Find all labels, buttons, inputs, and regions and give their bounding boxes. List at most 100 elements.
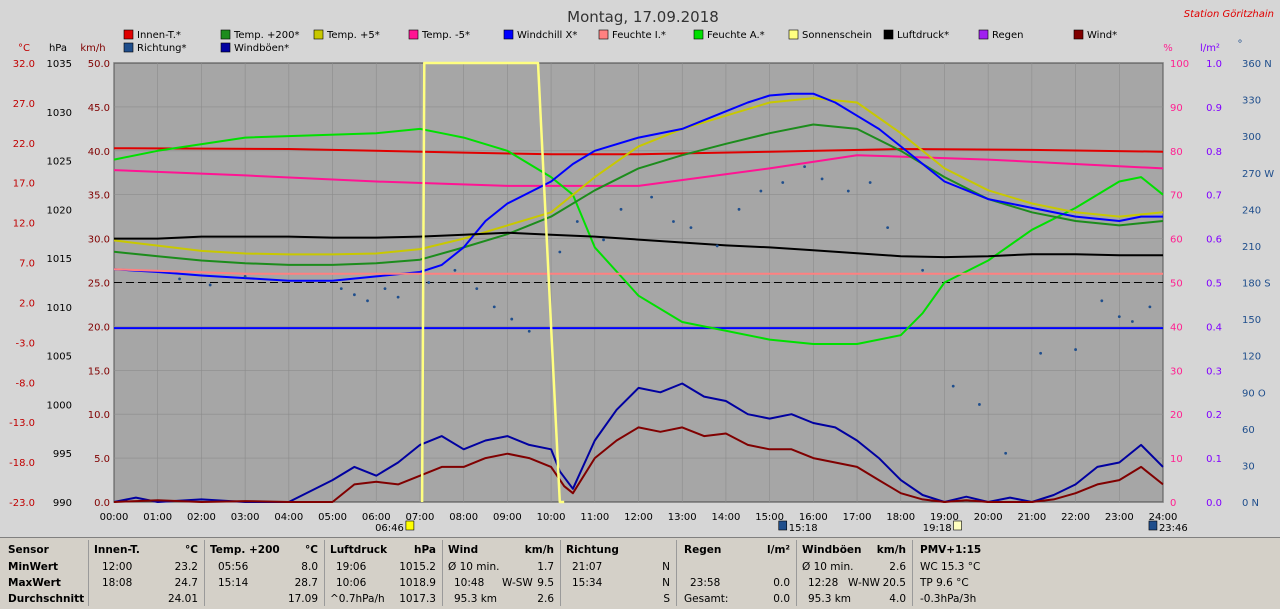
- kmh-tick-label: 45.0: [88, 103, 110, 114]
- kmh-tick-label: 0.0: [94, 498, 110, 509]
- kmh-tick-label: 25.0: [88, 279, 110, 290]
- rain-tick-label: 0.1: [1206, 454, 1222, 465]
- hpa-tick-label: 1035: [47, 59, 72, 70]
- regen-total-value: 0.0: [773, 593, 790, 605]
- series-point-richtung: [475, 287, 479, 290]
- celsius-tick-label: 12.0: [13, 219, 35, 230]
- temp-avg-value: 17.09: [287, 593, 318, 605]
- time-tick-label: 23:00: [1105, 512, 1134, 523]
- row-label-avg: Durchschnitt: [8, 593, 85, 605]
- time-tick-label: 10:00: [537, 512, 566, 523]
- series-point-richtung: [1004, 451, 1008, 455]
- wind-avg10-label: Ø 10 min.: [448, 561, 500, 573]
- column-divider: [442, 540, 443, 606]
- percent-tick-label: 80: [1170, 147, 1183, 158]
- direction-tick-label: 270 W: [1242, 169, 1274, 180]
- series-point-richtung: [243, 275, 247, 278]
- column-divider: [676, 540, 677, 606]
- station-name: Station Göritzhain: [1184, 9, 1274, 20]
- legend-swatch: [503, 29, 514, 40]
- column-divider: [560, 540, 561, 606]
- series-point-richtung: [921, 268, 925, 272]
- time-tick-label: 02:00: [187, 512, 216, 523]
- series-point-richtung: [510, 317, 514, 321]
- series-point-richtung: [1100, 299, 1104, 303]
- legend-swatch: [883, 29, 894, 40]
- celsius-tick-label: -23.0: [9, 498, 35, 509]
- windboeen-avg-value: 4.0: [889, 593, 906, 605]
- innen-max-value: 24.7: [174, 577, 198, 589]
- windboeen-max-value: 20.5: [882, 577, 906, 589]
- rain-tick-label: 0.6: [1206, 235, 1222, 246]
- time-tick-label: 19:00: [930, 512, 959, 523]
- time-tick-label: 21:00: [1017, 512, 1046, 523]
- direction-tick-label: 120: [1242, 352, 1261, 363]
- wind-max-direction: W-SW: [502, 577, 533, 589]
- celsius-tick-label: -8.0: [15, 378, 35, 389]
- kmh-tick-label: 50.0: [88, 59, 110, 70]
- luftdruck-title: Luftdruck: [330, 544, 388, 556]
- column-divider: [912, 540, 913, 606]
- celsius-tick-label: -13.0: [9, 418, 35, 429]
- series-line-temp-5: [113, 97, 1164, 256]
- time-tick-label: 06:00: [362, 512, 391, 523]
- percent-tick-label: 30: [1170, 366, 1183, 377]
- legend-label: Temp. -5*: [421, 30, 470, 41]
- luftdruck-min-time: 19:06: [336, 561, 367, 573]
- rain-tick-label: 0.7: [1206, 191, 1222, 202]
- time-tick-label: 14:00: [712, 512, 741, 523]
- rain-tick-label: 0.9: [1206, 103, 1222, 114]
- axis-unit-direction: °: [1238, 39, 1243, 50]
- luftdruck-avg-value: 1017.3: [399, 593, 436, 605]
- hpa-tick-label: 1015: [47, 254, 72, 265]
- kmh-tick-label: 20.0: [88, 322, 110, 333]
- axis-unit-percent: %: [1163, 43, 1173, 54]
- celsius-tick-label: -18.0: [9, 458, 35, 469]
- luftdruck-column: Luftdruck hPa 19:06 1015.2 10:06 1018.9 …: [328, 540, 438, 606]
- series-point-richtung: [208, 283, 212, 287]
- legend-label: Wind*: [1087, 30, 1117, 41]
- innen-temp-column: Innen-T. °C 12:00 23.2 18:08 24.7 24.01: [92, 540, 200, 606]
- time-tick-label: 04:00: [274, 512, 303, 523]
- wind-title: Wind: [448, 544, 479, 556]
- series-point-richtung: [650, 195, 654, 199]
- rain-tick-label: 0.2: [1206, 410, 1222, 421]
- time-tick-label: 12:00: [624, 512, 653, 523]
- legend-label: Temp. +200*: [233, 30, 299, 41]
- rain-tick-label: 0.0: [1206, 498, 1222, 509]
- celsius-tick-label: 7.0: [19, 259, 35, 270]
- rain-tick-label: 0.5: [1206, 279, 1222, 290]
- time-tick-label: 01:00: [143, 512, 172, 523]
- series-point-richtung: [619, 207, 623, 211]
- legend-label: Temp. +5*: [326, 30, 380, 41]
- direction-tick-label: 90 O: [1242, 388, 1266, 399]
- direction-tick-label: 300: [1242, 132, 1261, 143]
- series-line-windb-en: [113, 382, 1164, 503]
- legend-swatch: [408, 29, 419, 40]
- regen-max-time: 23:58: [690, 577, 721, 589]
- celsius-tick-label: 32.0: [13, 59, 35, 70]
- luftdruck-max-time: 10:06: [336, 577, 367, 589]
- legend-swatch: [123, 42, 134, 53]
- wind-unit: km/h: [524, 544, 554, 556]
- temp-title: Temp. +200: [210, 544, 280, 556]
- direction-tick-label: 60: [1242, 425, 1255, 436]
- time-tick-label: 18:00: [886, 512, 915, 523]
- series-point-richtung: [383, 287, 387, 290]
- axis-unit-celsius: °C: [18, 43, 30, 54]
- percent-tick-label: 90: [1170, 103, 1183, 114]
- kmh-tick-label: 30.0: [88, 235, 110, 246]
- innen-max-time: 18:08: [102, 577, 133, 589]
- windboeen-column: Windböen km/h Ø 10 min. 2.6 12:28 W-NW 2…: [800, 540, 908, 606]
- hpa-tick-label: 1025: [47, 157, 72, 168]
- legend-swatch: [313, 29, 324, 40]
- hpa-tick-label: 1030: [47, 108, 72, 119]
- statistics-footer: Sensor MinWert MaxWert Durchschnitt Inne…: [0, 537, 1280, 609]
- kmh-tick-label: 5.0: [94, 454, 110, 465]
- legend-label: Richtung*: [137, 43, 187, 54]
- weather-chart: Montag, 17.09.2018 Station Göritzhain Inne…: [9, 8, 1275, 534]
- series-line-feuchte-a: [113, 127, 1164, 345]
- sensor-column: Sensor MinWert MaxWert Durchschnitt: [6, 540, 86, 606]
- percent-tick-label: 20: [1170, 410, 1183, 421]
